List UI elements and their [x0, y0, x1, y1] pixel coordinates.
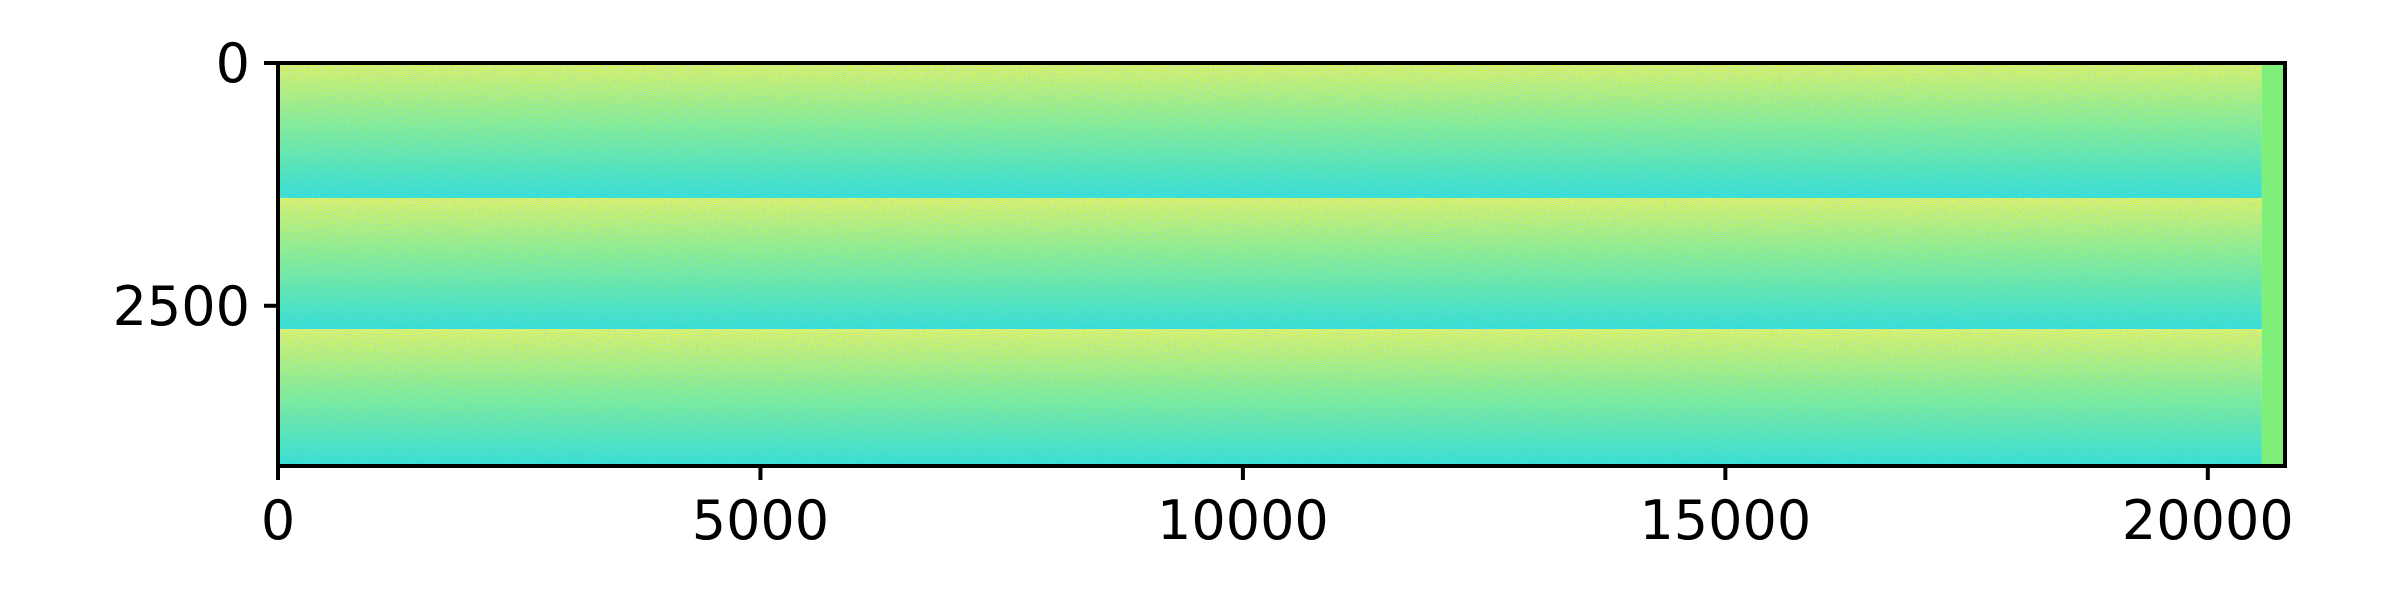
y-tick-label: 2500 [113, 275, 250, 338]
heatmap-band-2 [278, 197, 2262, 330]
heatmap-band-3 [278, 329, 2262, 466]
x-tick-label: 0 [261, 489, 295, 552]
x-tick-label: 10000 [1157, 489, 1329, 552]
heatmap-edge-column [2261, 63, 2285, 466]
plot-area [278, 63, 2285, 466]
heatmap-band-1 [278, 63, 2262, 198]
y-tick-label: 0 [216, 32, 250, 95]
plot-frame [276, 61, 2287, 468]
x-tick-label: 15000 [1639, 489, 1811, 552]
x-axis: 0 5000 10000 15000 20000 [261, 466, 2294, 552]
x-tick-label: 5000 [692, 489, 829, 552]
x-tick-label: 20000 [2122, 489, 2294, 552]
y-axis: 0 2500 [113, 32, 278, 338]
